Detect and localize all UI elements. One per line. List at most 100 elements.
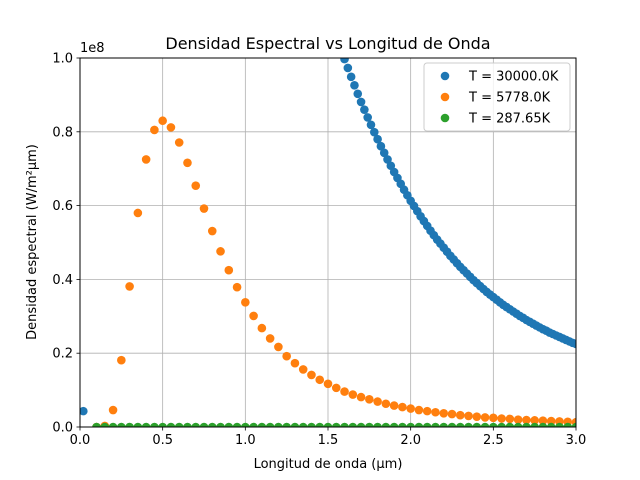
x-tick-label: 0.5: [152, 433, 173, 448]
data-point: [307, 422, 316, 427]
data-point: [133, 208, 143, 218]
data-point: [497, 422, 506, 427]
data-point: [257, 323, 267, 333]
y-tick-label: 0.8: [52, 125, 73, 140]
data-point: [207, 226, 217, 236]
data-point: [480, 422, 490, 427]
data-point: [422, 422, 432, 427]
legend-marker: [440, 92, 450, 102]
data-point: [472, 422, 482, 427]
series-1: [80, 58, 576, 416]
x-tick-label: 2.5: [483, 433, 504, 448]
data-point: [571, 339, 576, 349]
data-point: [249, 311, 258, 321]
y-tick-label: 1.0: [52, 52, 73, 67]
data-point: [571, 422, 576, 427]
data-point: [191, 422, 201, 427]
data-point: [530, 422, 539, 427]
data-point: [546, 416, 556, 426]
data-point: [108, 422, 118, 427]
data-point: [331, 383, 341, 393]
legend-label: T = 287.65K: [468, 112, 551, 127]
data-point: [290, 422, 300, 427]
data-point: [323, 422, 333, 427]
y-offset-label: 1e8: [80, 41, 105, 56]
data-point: [464, 422, 473, 427]
data-point: [505, 422, 515, 427]
x-tick-label: 1.0: [235, 433, 256, 448]
data-point: [369, 127, 379, 137]
data-point: [414, 405, 424, 415]
data-point: [158, 116, 167, 126]
data-point: [489, 422, 498, 427]
data-point: [406, 404, 415, 413]
data-point: [183, 422, 192, 427]
data-point: [406, 422, 415, 427]
data-point: [298, 422, 308, 427]
data-point: [381, 399, 391, 409]
x-tick-label: 2.0: [400, 433, 421, 448]
data-point: [265, 334, 275, 343]
data-point: [125, 282, 134, 291]
legend: T = 30000.0K T = 5778.0K T = 287.65K: [423, 62, 571, 132]
data-point: [563, 422, 573, 427]
data-point: [183, 158, 192, 168]
data-point: [216, 247, 225, 256]
data-point: [232, 282, 242, 292]
data-point: [389, 422, 399, 427]
data-point: [360, 105, 369, 114]
chart-title: Densidad Espectral vs Longitud de Onda: [165, 34, 490, 53]
data-point: [513, 415, 523, 424]
data-point: [133, 422, 143, 427]
data-point: [343, 63, 353, 73]
x-axis: 0.0 0.5 1.0 1.5 2.0 2.5 3.0: [70, 427, 586, 448]
data-point: [422, 406, 432, 416]
data-point: [166, 123, 176, 132]
data-point: [340, 387, 349, 396]
data-point: [530, 416, 539, 425]
data-point: [373, 422, 382, 427]
data-point: [323, 379, 333, 389]
legend-label: T = 30000.0K: [468, 70, 559, 85]
data-point: [398, 402, 407, 412]
data-point: [108, 405, 118, 415]
data-points: [80, 58, 576, 427]
data-point: [166, 422, 176, 427]
data-point: [439, 409, 449, 418]
data-point: [340, 422, 349, 427]
data-point: [298, 365, 308, 374]
data-point: [365, 395, 374, 404]
data-point: [216, 422, 225, 427]
data-point: [538, 416, 548, 426]
data-point: [174, 138, 184, 147]
y-tick-label: 0.6: [52, 199, 73, 214]
data-point: [290, 358, 300, 368]
data-point: [480, 413, 490, 422]
data-point: [315, 422, 325, 427]
series-3: [92, 422, 576, 427]
legend-marker: [440, 113, 450, 123]
data-point: [282, 351, 291, 361]
data-point: [241, 297, 250, 307]
data-point: [489, 413, 498, 423]
data-point: [431, 422, 440, 427]
data-point: [546, 422, 556, 427]
data-point: [373, 397, 382, 406]
legend-label: T = 5778.0K: [468, 91, 551, 106]
data-point: [191, 181, 201, 190]
data-point: [141, 422, 151, 427]
y-axis-label: Densidad espectral (W/m²μm): [25, 144, 40, 340]
data-point: [414, 422, 424, 427]
data-point: [348, 390, 358, 399]
data-point: [150, 422, 159, 427]
data-point: [464, 411, 473, 421]
data-point: [307, 370, 316, 380]
data-point: [274, 422, 283, 427]
data-point: [513, 422, 523, 427]
data-point: [232, 422, 242, 427]
data-point: [555, 422, 564, 427]
data-point: [224, 422, 234, 427]
data-point: [381, 422, 391, 427]
data-point: [472, 412, 482, 421]
